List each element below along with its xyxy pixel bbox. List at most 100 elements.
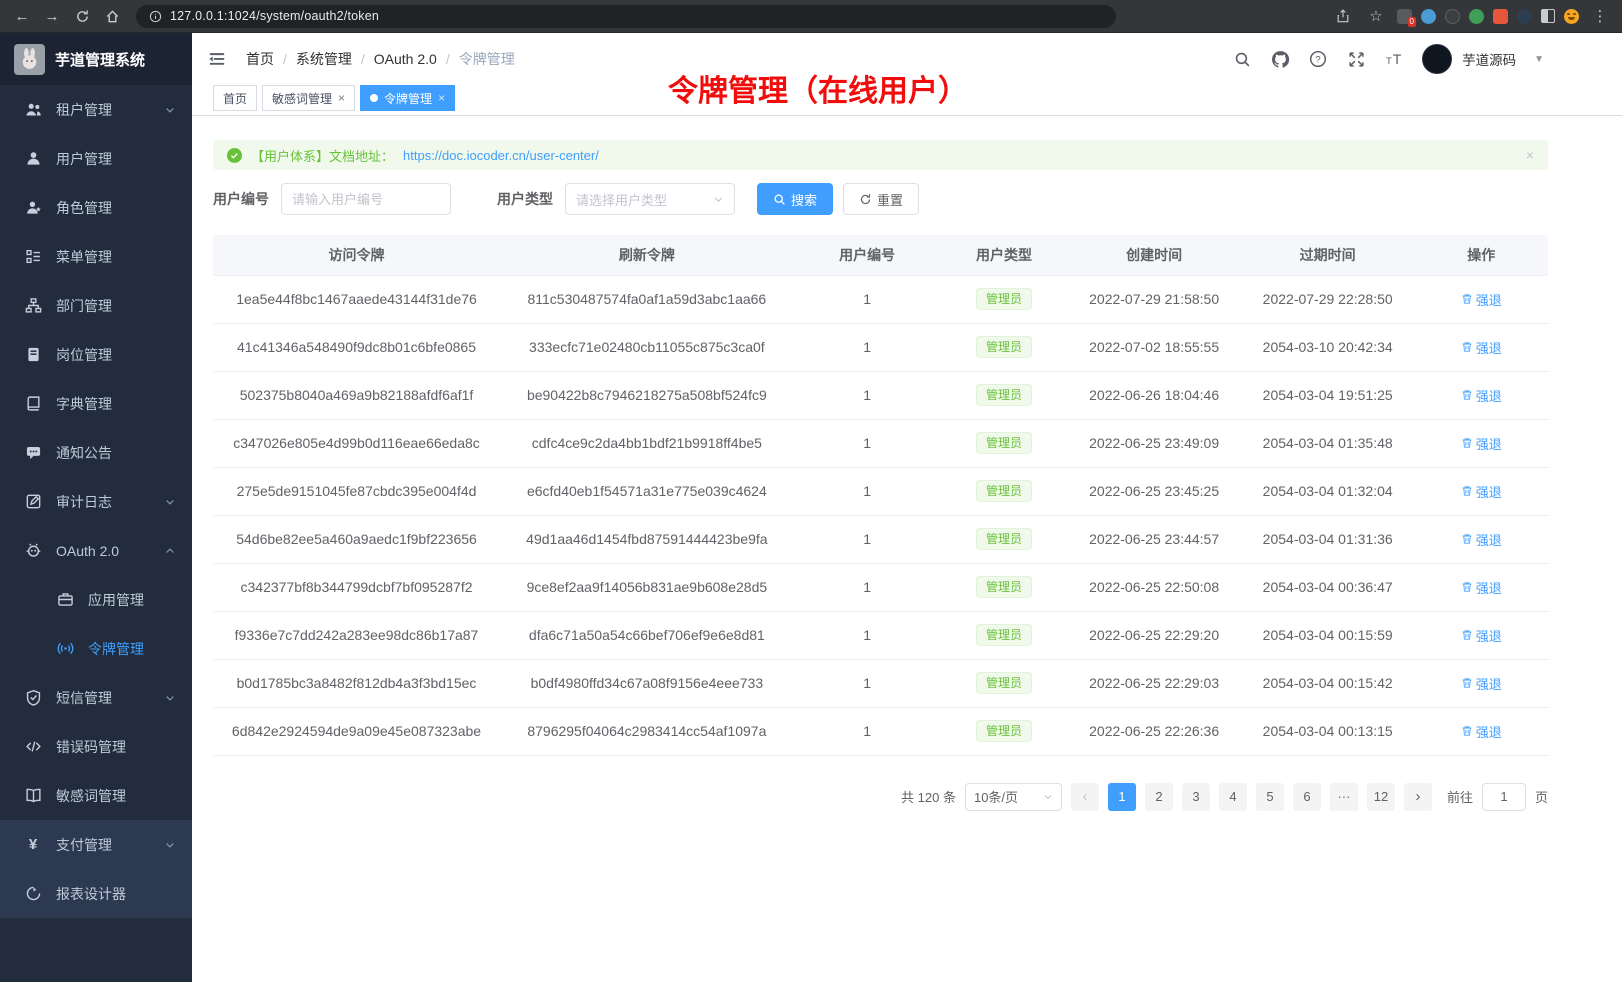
tab-close-icon[interactable]: × [438,91,446,105]
sidebar-item-岗位管理[interactable]: 岗位管理 [0,330,192,379]
tab-令牌管理[interactable]: 令牌管理 × [360,85,456,111]
sidebar-item-用户管理[interactable]: 用户管理 [0,134,192,183]
bookmark-star-icon[interactable]: ☆ [1369,8,1383,25]
browser-home-icon[interactable] [100,4,124,28]
chevron-down-icon[interactable]: ▼ [1534,53,1544,65]
force-logout-button[interactable]: 强退 [1461,674,1502,693]
user-type-badge: 管理员 [975,384,1032,406]
breadcrumb-item[interactable]: OAuth 2.0 [373,51,437,67]
tab-close-icon[interactable]: × [338,91,346,105]
sidebar-item-短信管理[interactable]: 短信管理 [0,673,192,722]
user-type-select[interactable]: 请选择用户类型 [565,183,735,215]
pagination-ellipsis[interactable]: ··· [1329,782,1358,811]
action-cell: 强退 [1414,611,1548,660]
sidebar-item-审计日志[interactable]: 审计日志 [0,477,192,526]
sidebar-item-错误码管理[interactable]: 错误码管理 [0,722,192,771]
extension-badge-icon[interactable]: 0 [1397,8,1416,27]
profile-avatar-icon[interactable] [1564,8,1579,24]
search-icon[interactable] [1232,49,1252,69]
user-name[interactable]: 芋道源码 [1462,53,1517,68]
force-logout-button[interactable]: 强退 [1461,338,1502,357]
next-page-button[interactable]: › [1403,782,1432,811]
svg-text:T: T [1386,56,1392,67]
user-id-input[interactable] [281,183,451,215]
sidebar-item-租户管理[interactable]: 租户管理 [0,85,192,134]
expire-time-cell: 2054-03-04 01:35:48 [1240,419,1415,468]
action-cell: 强退 [1414,467,1548,516]
sidebar-item-令牌管理[interactable]: 令牌管理 [0,624,192,673]
share-icon[interactable] [1331,4,1355,28]
sidebar-item-敏感词管理[interactable]: 敏感词管理 [0,771,192,820]
site-info-icon[interactable] [148,9,162,23]
user-avatar[interactable] [1422,44,1453,74]
prev-page-button[interactable]: ‹ [1070,782,1099,811]
extension-dark-icon[interactable] [1445,8,1460,24]
force-logout-button[interactable]: 强退 [1461,578,1502,597]
help-icon[interactable]: ? [1308,49,1328,69]
extension-green-icon[interactable] [1469,8,1484,24]
expire-time-cell: 2054-03-04 00:13:15 [1240,707,1415,756]
tab-敏感词管理[interactable]: 敏感词管理 × [262,85,356,111]
user-type-cell: 管理员 [940,515,1068,564]
page-size-select[interactable]: 10条/页 [964,782,1062,811]
search-button[interactable]: 搜索 [757,183,834,215]
create-time-cell: 2022-06-25 22:26:36 [1067,707,1241,756]
force-logout-button[interactable]: 强退 [1461,290,1502,309]
extension-navy-icon[interactable] [1517,8,1532,24]
github-icon[interactable] [1270,49,1290,69]
oauth-icon [24,542,42,560]
page-button-4[interactable]: 4 [1218,782,1247,811]
sidebar-item-部门管理[interactable]: 部门管理 [0,281,192,330]
force-logout-button[interactable]: 强退 [1461,434,1502,453]
page-button-12[interactable]: 12 [1366,782,1395,811]
extension-blue-icon[interactable] [1421,8,1436,24]
browser-forward-icon[interactable]: → [44,7,60,25]
refresh-token-cell: 8796295f04064c2983414cc54af1097a [500,707,794,756]
browser-menu-icon[interactable]: ⋮ [1592,8,1608,25]
doc-link[interactable]: https://doc.iocoder.cn/user-center/ [403,147,599,163]
browser-back-icon[interactable]: ← [14,7,30,25]
tab-首页[interactable]: 首页 [213,85,258,111]
address-bar[interactable]: 127.0.0.1:1024/system/oauth2/token [136,4,1116,28]
user-icon [24,150,42,168]
sidebar-item-字典管理[interactable]: 字典管理 [0,379,192,428]
page-button-3[interactable]: 3 [1181,782,1210,811]
log-icon [24,493,42,511]
page-button-5[interactable]: 5 [1255,782,1284,811]
sidebar-fold-icon[interactable] [206,48,228,70]
page-button-2[interactable]: 2 [1144,782,1173,811]
page-button-6[interactable]: 6 [1292,782,1321,811]
force-logout-button[interactable]: 强退 [1461,626,1502,645]
user-id-cell: 1 [793,275,941,324]
force-logout-button[interactable]: 强退 [1461,530,1502,549]
reset-button[interactable]: 重置 [843,183,920,215]
goto-page-input[interactable] [1481,782,1526,811]
extensions-puzzle-icon[interactable] [1493,8,1508,24]
action-cell: 强退 [1414,707,1548,756]
breadcrumb-item[interactable]: 系统管理 [295,51,352,67]
sidepanel-icon[interactable] [1541,9,1555,23]
sidebar-item-OAuth 2.0[interactable]: OAuth 2.0 [0,526,192,575]
browser-reload-icon[interactable] [70,4,94,28]
sidebar-item-报表设计器[interactable]: 报表设计器 [0,869,192,918]
trash-icon [1461,581,1473,593]
app-logo-bar[interactable]: 芋道管理系统 [0,33,192,85]
sidebar-item-菜单管理[interactable]: 菜单管理 [0,232,192,281]
sidebar-item-支付管理[interactable]: ¥ 支付管理 [0,820,192,869]
alert-close-icon[interactable]: × [1525,147,1534,163]
force-logout-button[interactable]: 强退 [1461,482,1502,501]
sidebar-item-通知公告[interactable]: 通知公告 [0,428,192,477]
page-button-1[interactable]: 1 [1107,782,1136,811]
force-logout-button[interactable]: 强退 [1461,386,1502,405]
token-table: 访问令牌 刷新令牌 用户编号 用户类型 创建时间 过期时间 操作 1ea5e44f8bc14… [213,235,1548,756]
fullscreen-icon[interactable] [1346,49,1366,69]
user-type-cell: 管理员 [940,275,1068,324]
breadcrumb-item[interactable]: 首页 [246,51,274,67]
sidebar-item-label: 应用管理 [88,591,144,608]
action-cell: 强退 [1414,371,1548,420]
sidebar-item-应用管理[interactable]: 应用管理 [0,575,192,624]
sidebar-item-角色管理[interactable]: 角色管理 [0,183,192,232]
force-logout-button[interactable]: 强退 [1461,722,1502,741]
org-icon [24,297,42,315]
